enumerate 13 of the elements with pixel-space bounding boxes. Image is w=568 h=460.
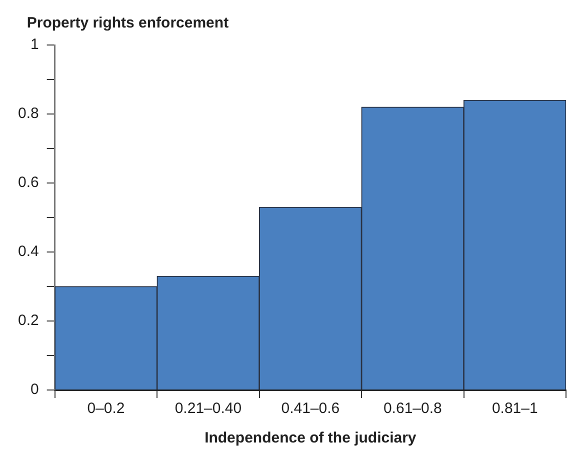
x-axis-title: Independence of the judiciary bbox=[204, 430, 417, 447]
y-tick-label: 1 bbox=[30, 36, 39, 54]
y-tick-label: 0 bbox=[30, 381, 39, 398]
y-tick-label: 0.8 bbox=[18, 105, 39, 122]
y-tick-label: 0.2 bbox=[18, 312, 39, 330]
y-tick-label: 0.4 bbox=[18, 243, 39, 260]
x-tick-label: 0.81–1 bbox=[492, 400, 538, 418]
y-axis-title: Property rights enforcement bbox=[26, 14, 229, 32]
y-tick-label: 0.6 bbox=[18, 174, 39, 192]
x-tick-label: 0.41–0.6 bbox=[281, 400, 340, 418]
x-tick-label: 0–0.2 bbox=[87, 400, 125, 418]
x-tick-label: 0.61–0.8 bbox=[383, 400, 442, 418]
x-tick-label: 0.21–0.40 bbox=[174, 400, 242, 418]
